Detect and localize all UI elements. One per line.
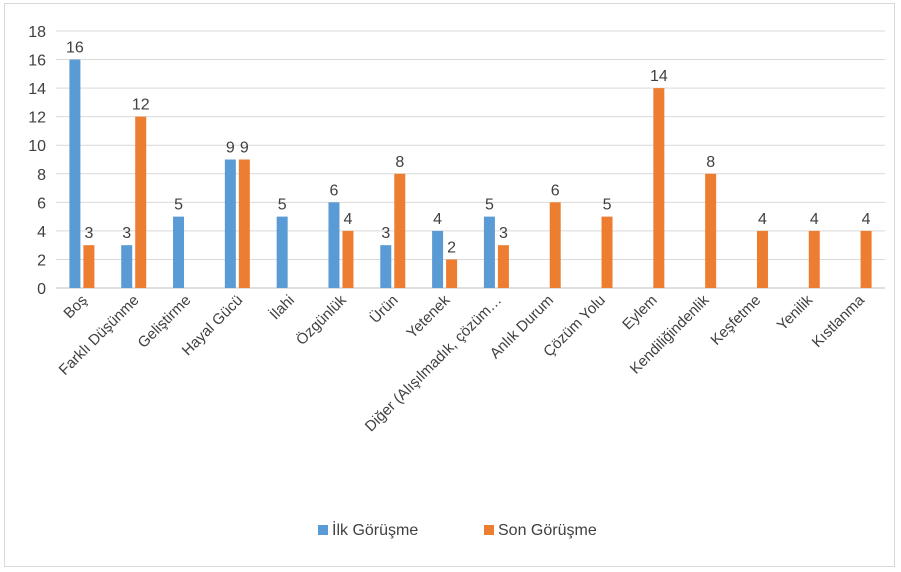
x-category-label: Keşfetme [707,292,764,349]
gridlines [56,30,885,289]
data-label: 5 [485,197,494,214]
data-label: 3 [122,225,131,242]
data-label: 4 [433,211,442,228]
bar-son-12 [705,173,717,288]
data-label: 3 [381,225,390,242]
bar-ilk-0 [69,59,81,288]
legend-label: İlk Görüşme [332,520,418,539]
x-category-label: Eylem [619,292,660,333]
data-label: 6 [551,182,560,199]
data-label: 3 [84,225,93,242]
bar-ilk-1 [121,245,133,288]
y-tick-label: 14 [28,81,46,98]
data-label: 4 [810,211,819,228]
y-axis-ticks: 0 2 4 6 8 10 12 14 16 18 [28,24,46,298]
bar-son-15 [860,230,872,288]
y-tick-label: 12 [28,110,46,127]
y-tick-label: 10 [28,138,46,155]
bar-son-10 [601,216,613,288]
bar-son-5 [342,230,354,288]
legend-swatch [318,525,328,535]
bar-son-0 [83,245,95,288]
legend: İlk Görüşme Son Görüşme [318,520,597,539]
data-label: 8 [706,154,715,171]
data-label: 5 [174,197,183,214]
bar-son-6 [394,173,406,288]
bar-ilk-6 [380,245,392,288]
data-label: 3 [499,225,508,242]
data-label: 9 [240,140,249,157]
bar-ilk-2 [173,216,185,288]
bar-son-1 [135,116,147,289]
x-category-label: Ürün [366,291,402,327]
data-label: 12 [132,97,150,114]
bar-son-8 [497,245,509,288]
bar-son-14 [808,230,820,288]
y-tick-label: 0 [37,281,46,298]
x-category-label: İlahi [266,291,298,323]
bars [69,59,872,289]
bar-son-13 [756,230,768,288]
bar-son-9 [549,202,561,288]
data-label: 2 [447,239,456,256]
legend-swatch [484,525,494,535]
data-label: 6 [330,182,339,199]
data-label: 4 [862,211,871,228]
data-label: 16 [66,40,84,57]
y-tick-label: 2 [37,252,46,269]
bar-ilk-3 [224,159,236,288]
legend-label: Son Görüşme [498,522,597,539]
x-category-label: Yenilik [774,291,817,334]
x-category-label: Boş [60,292,90,322]
bar-ilk-8 [483,216,495,288]
data-label: 4 [758,211,767,228]
x-category-label: Kıstlanma [809,291,869,351]
y-tick-label: 16 [28,53,46,70]
y-tick-label: 18 [28,24,46,41]
bar-son-11 [653,88,665,288]
data-label: 5 [603,197,612,214]
data-label: 14 [650,68,668,85]
y-tick-label: 8 [37,167,46,184]
data-label: 4 [344,211,353,228]
bar-ilk-7 [432,230,444,288]
bar-ilk-5 [328,202,340,288]
x-category-label: Özgünlük [292,291,350,349]
bar-son-3 [238,159,250,288]
y-tick-label: 4 [37,224,46,241]
x-category-label: Yetenek [403,291,453,341]
data-label: 5 [278,197,287,214]
data-label: 9 [226,140,235,157]
data-label: 8 [395,154,404,171]
bar-ilk-4 [276,216,288,288]
y-tick-label: 6 [37,195,46,212]
bar-son-7 [446,259,458,288]
